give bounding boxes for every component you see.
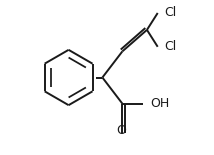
Text: O: O xyxy=(116,124,126,137)
Text: OH: OH xyxy=(150,97,169,110)
Text: Cl: Cl xyxy=(164,40,176,53)
Text: Cl: Cl xyxy=(164,7,176,20)
